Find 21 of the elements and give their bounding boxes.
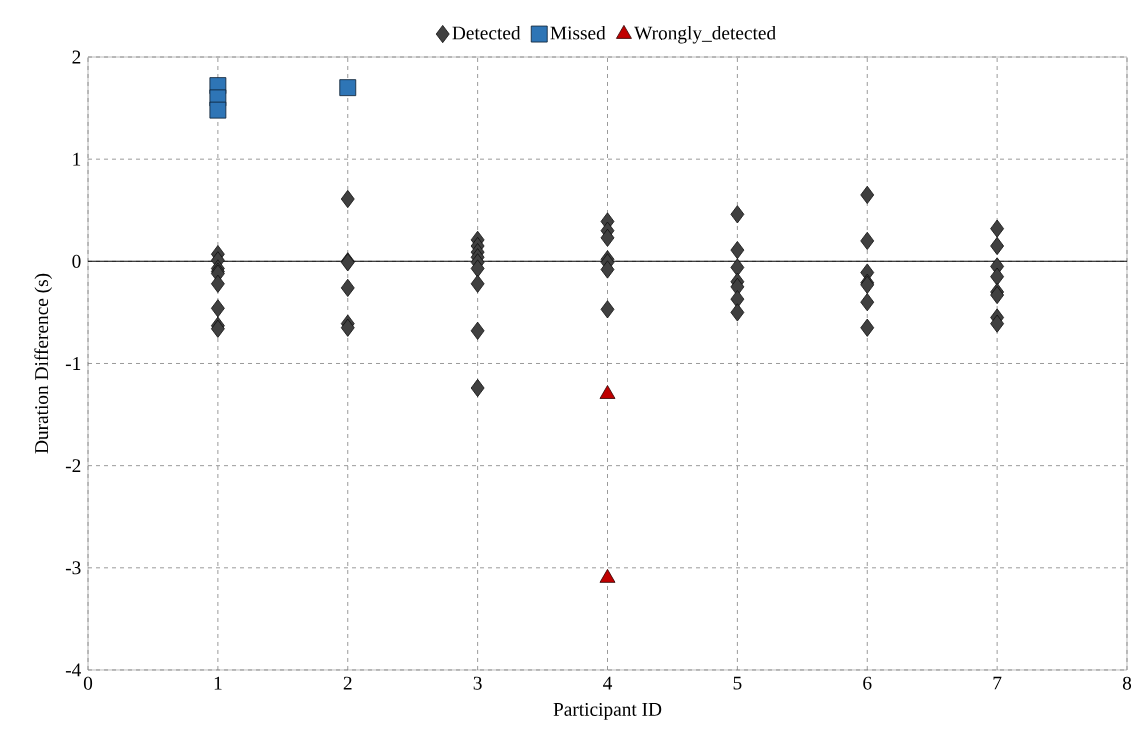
y-tick-label: -4 [65,663,81,677]
x-tick-label: 6 [863,676,872,690]
legend-label: Missed [550,25,606,40]
y-axis-title: Duration Difference (s) [34,273,53,454]
y-tick-label: 1 [73,152,81,166]
y-tick-label: -1 [65,357,81,370]
x-tick-label: 5 [733,676,742,690]
legend-label: Detected [452,25,521,40]
x-tick-label: 3 [473,676,482,690]
x-tick-label: 4 [603,676,613,690]
x-tick-label: 7 [993,676,1002,690]
x-tick-label: 2 [343,676,352,690]
x-tick-label: 0 [83,676,93,690]
y-tick-label: -3 [65,561,81,575]
y-tick-label: 2 [72,50,81,64]
legend-label: Wrongly_detected [634,25,776,44]
x-tick-label: 8 [1122,676,1132,690]
y-tick-label: 0 [72,254,81,268]
x-tick-label: 1 [214,676,222,690]
x-axis-title: Participant ID [553,702,662,720]
y-tick-label: -2 [65,459,81,473]
